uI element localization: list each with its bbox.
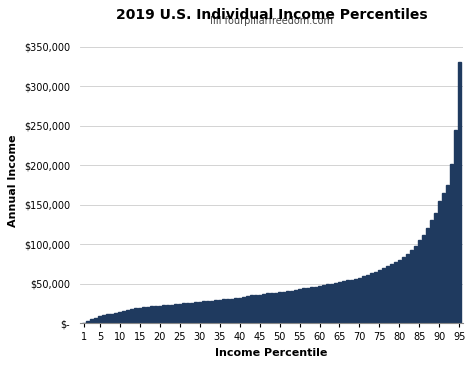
Bar [254, 295, 257, 323]
Bar [374, 272, 377, 323]
Bar [442, 193, 445, 323]
Bar [162, 305, 165, 323]
Bar [206, 301, 210, 323]
Bar [158, 306, 162, 323]
Bar [122, 311, 126, 323]
Bar [90, 319, 93, 323]
Bar [310, 287, 313, 323]
Bar [86, 321, 90, 323]
Bar [406, 254, 409, 323]
Bar [182, 303, 185, 323]
Title: 2019 U.S. Individual Income Percentiles: 2019 U.S. Individual Income Percentiles [116, 8, 428, 22]
Bar [394, 262, 397, 323]
Bar [322, 285, 325, 323]
Bar [150, 306, 154, 323]
Bar [401, 257, 405, 323]
Bar [258, 295, 261, 323]
Bar [326, 284, 329, 323]
Bar [426, 228, 429, 323]
Bar [282, 292, 285, 323]
Bar [386, 266, 389, 323]
Bar [450, 164, 453, 323]
Bar [98, 316, 101, 323]
Bar [234, 298, 237, 323]
Bar [238, 298, 241, 323]
Bar [146, 307, 149, 323]
Bar [390, 264, 393, 323]
Bar [106, 314, 109, 323]
Bar [270, 293, 273, 323]
Bar [294, 290, 297, 323]
Bar [138, 308, 141, 323]
Bar [110, 314, 113, 323]
Bar [198, 302, 201, 323]
Bar [214, 300, 218, 323]
Bar [142, 307, 146, 323]
Bar [242, 297, 246, 323]
Bar [350, 280, 353, 323]
Y-axis label: Annual Income: Annual Income [9, 135, 18, 227]
Bar [246, 296, 249, 323]
Bar [314, 287, 317, 323]
Bar [178, 304, 182, 323]
Bar [274, 293, 277, 323]
Bar [338, 282, 341, 323]
Bar [418, 240, 421, 323]
Text: IIII fourpillarfreedom.com: IIII fourpillarfreedom.com [210, 16, 333, 26]
Bar [218, 300, 221, 323]
Bar [174, 304, 177, 323]
Bar [210, 300, 213, 323]
Bar [202, 301, 205, 323]
Bar [250, 295, 253, 323]
Bar [358, 278, 361, 323]
Bar [118, 311, 121, 323]
Bar [190, 303, 193, 323]
Bar [422, 235, 425, 323]
Bar [370, 273, 373, 323]
Bar [130, 309, 134, 323]
Bar [342, 281, 345, 323]
Bar [262, 294, 265, 323]
Bar [414, 246, 417, 323]
Bar [102, 315, 106, 323]
Bar [457, 63, 461, 323]
Bar [366, 275, 369, 323]
Bar [410, 250, 413, 323]
Bar [222, 299, 225, 323]
Bar [286, 291, 289, 323]
Bar [94, 318, 98, 323]
Bar [434, 213, 437, 323]
Bar [230, 299, 233, 323]
X-axis label: Income Percentile: Income Percentile [215, 348, 328, 358]
Bar [454, 130, 457, 323]
Bar [134, 309, 137, 323]
Bar [226, 299, 229, 323]
Bar [154, 306, 157, 323]
Bar [166, 305, 169, 323]
Bar [398, 260, 401, 323]
Bar [334, 283, 337, 323]
Bar [194, 302, 197, 323]
Bar [114, 313, 118, 323]
Bar [290, 291, 293, 323]
Bar [382, 268, 385, 323]
Bar [429, 220, 433, 323]
Bar [186, 303, 190, 323]
Bar [126, 310, 129, 323]
Bar [302, 288, 305, 323]
Bar [446, 185, 449, 323]
Bar [170, 305, 173, 323]
Bar [330, 284, 333, 323]
Bar [346, 280, 349, 323]
Bar [266, 294, 269, 323]
Bar [306, 288, 309, 323]
Bar [438, 201, 441, 323]
Bar [378, 270, 381, 323]
Bar [354, 279, 357, 323]
Bar [318, 286, 321, 323]
Bar [278, 292, 281, 323]
Bar [298, 289, 301, 323]
Bar [362, 276, 365, 323]
